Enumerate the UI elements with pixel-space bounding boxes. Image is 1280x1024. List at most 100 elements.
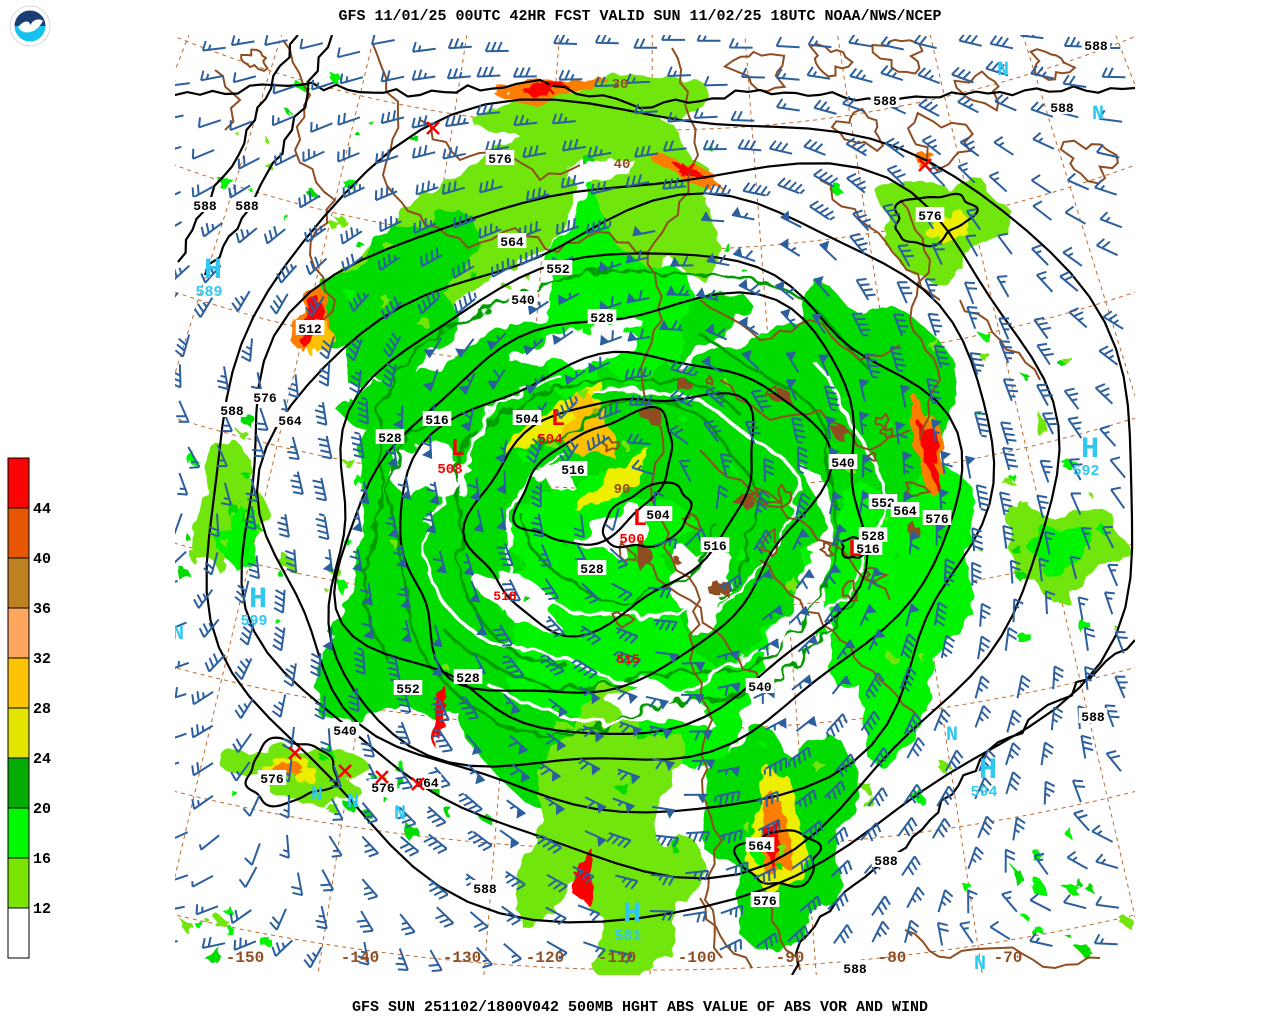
n-marker: N [946, 724, 958, 747]
longitude-label: -80 [878, 949, 907, 967]
colorbar-segment [7, 607, 30, 659]
colorbar-label: 24 [33, 751, 51, 768]
red-value-label: 518 [493, 589, 517, 604]
contour-labels: 588 588 512 576 564 552 540 528 576 588 564 528 516 5… [190, 37, 1111, 977]
height-contour-open [175, 78, 1135, 110]
colorbar-segment [7, 507, 30, 559]
contour-label: 588 [473, 882, 497, 897]
longitude-label: -120 [526, 949, 564, 967]
low-symbol: L [551, 406, 565, 433]
high-symbol: H [1081, 433, 1099, 467]
vort-max-x [573, 871, 587, 885]
high-symbol: H [204, 254, 222, 288]
contour-label: 588 [843, 962, 867, 977]
contour-label: 588 [873, 94, 897, 109]
contour-label: 528 [378, 431, 402, 446]
low-value: 508 [437, 462, 462, 478]
colorbar: 44 40 36 32 28 24 20 16 12 [7, 457, 51, 959]
high-value: 592 [1072, 463, 1099, 480]
high-value: 594 [970, 784, 997, 801]
height-contour-528 [399, 350, 834, 694]
height-contour-504 [512, 406, 674, 546]
low-symbol: L [451, 436, 465, 463]
low-value: 500 [619, 532, 644, 548]
noaa-logo-bird [18, 19, 43, 33]
n-marker: N [394, 803, 406, 826]
contour-label: 540 [748, 680, 772, 695]
colorbar-label: 40 [33, 551, 51, 568]
contour-label: 528 [590, 311, 614, 326]
n-marker: N [347, 791, 359, 814]
height-contour-open [791, 639, 1135, 975]
grid-value-label: 90 [614, 482, 631, 498]
colorbar-segment [7, 807, 30, 859]
grid-labels: -150 -140 -130 -120 -110 -100 -90 -80 -70 30 40 90 [226, 77, 1023, 967]
colorbar-label: 16 [33, 851, 51, 868]
contour-label: 504 [646, 508, 670, 523]
height-contour-564 [733, 829, 823, 888]
map-title: GFS 11/01/25 00UTC 42HR FCST VALID SUN 1… [338, 8, 942, 25]
high-value: 589 [195, 284, 222, 301]
colorbar-segment [7, 907, 30, 959]
contour-label: 516 [425, 413, 449, 428]
high-value: 599 [240, 613, 267, 630]
colorbar-segment [7, 457, 30, 509]
height-contour-576 [244, 736, 339, 808]
colorbar-label: 12 [33, 901, 51, 918]
height-contour-552 [327, 252, 964, 768]
longitude-label: -150 [226, 949, 264, 967]
contour-label: 516 [703, 539, 727, 554]
pressure-centers: H589H599H592H594H581L500L508L504L518515N… [172, 59, 1104, 976]
contour-label: 576 [753, 894, 777, 909]
longitude-label: -110 [598, 949, 636, 967]
colorbar-segment [7, 557, 30, 609]
colorbar-segment [7, 657, 30, 709]
high-symbol: H [979, 754, 997, 788]
vort-max-x [411, 777, 425, 791]
contour-label: 552 [396, 682, 420, 697]
low-value: 504 [537, 432, 562, 448]
n-marker: N [311, 784, 323, 807]
vort-max-x [426, 121, 440, 135]
contour-label: 588 [1050, 101, 1074, 116]
n-marker: N [974, 953, 986, 976]
contour-label: 588 [220, 404, 244, 419]
contour-label: 516 [856, 542, 880, 557]
contour-label: 564 [748, 839, 772, 854]
longitude-label: -100 [678, 949, 716, 967]
height-contour-576 [893, 192, 979, 248]
colorbar-segment [7, 707, 30, 759]
contour-label: 512 [298, 322, 322, 337]
contour-label: 576 [371, 781, 395, 796]
longitude-label: -140 [341, 949, 379, 967]
contour-label: 564 [500, 235, 524, 250]
vorticity-shading [177, 70, 1135, 975]
grid-value-label: 40 [614, 157, 631, 173]
colorbar-label: 36 [33, 601, 51, 618]
coastlines [214, 38, 1119, 971]
colorbar-label: 28 [33, 701, 51, 718]
colorbar-label: 20 [33, 801, 51, 818]
contour-label: 540 [333, 724, 357, 739]
n-marker: N [172, 623, 184, 646]
contour-label: 552 [871, 496, 895, 511]
colorbar-label: 44 [33, 501, 51, 518]
contour-label: 576 [488, 152, 512, 167]
vort-max-x [375, 770, 389, 784]
contour-label: 576 [253, 391, 277, 406]
contour-label: 504 [515, 412, 539, 427]
longitude-label: -130 [443, 949, 481, 967]
grid-value-label: 30 [612, 77, 629, 93]
high-symbol: H [249, 583, 267, 617]
longitude-label: -90 [776, 949, 805, 967]
contour-label: 516 [561, 463, 585, 478]
high-value: 581 [614, 928, 641, 945]
contour-label: 528 [456, 671, 480, 686]
n-marker: N [997, 59, 1009, 82]
high-symbol: H [623, 898, 641, 932]
contour-label: 576 [260, 772, 284, 787]
vort-max-x [288, 746, 302, 760]
n-marker: N [1092, 103, 1104, 126]
height-contour-504 [601, 481, 693, 549]
